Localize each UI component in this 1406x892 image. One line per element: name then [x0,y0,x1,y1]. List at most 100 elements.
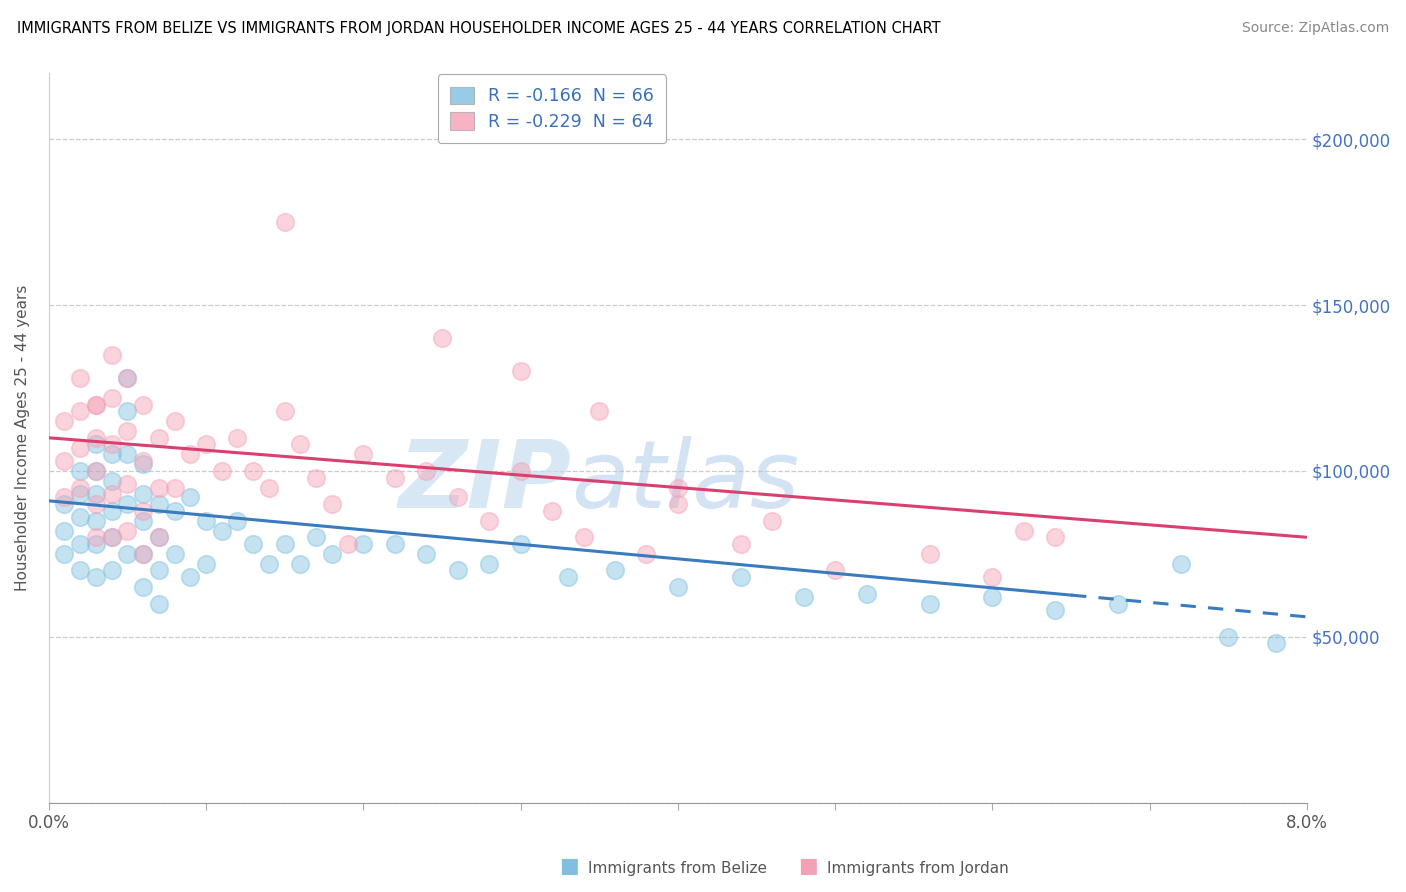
Point [117,477,139,491]
Text: Immigrants from Jordan: Immigrants from Jordan [827,861,1008,876]
Point [384,470,406,484]
Point [1012,524,1035,538]
Point [53,547,76,561]
Point [918,597,941,611]
Point [69,510,91,524]
Point [211,464,233,478]
Y-axis label: Householder Income Ages 25 - 44 years: Householder Income Ages 25 - 44 years [15,285,30,591]
Point [132,580,155,594]
Point [100,530,122,544]
Point [257,557,280,571]
Point [100,437,122,451]
Point [509,364,531,378]
Point [84,530,107,544]
Point [541,504,564,518]
Point [981,590,1004,604]
Point [666,580,689,594]
Point [132,487,155,501]
Point [69,371,91,385]
Point [53,454,76,468]
Point [1218,630,1240,644]
Point [132,504,155,518]
Point [352,447,374,461]
Point [53,497,76,511]
Point [981,570,1004,584]
Point [211,524,233,538]
Point [132,514,155,528]
Legend: R = -0.166  N = 66, R = -0.229  N = 64: R = -0.166 N = 66, R = -0.229 N = 64 [437,74,666,143]
Point [132,458,155,472]
Point [100,348,122,362]
Point [148,564,170,578]
Point [415,464,437,478]
Point [117,497,139,511]
Point [447,491,470,505]
Point [100,447,122,461]
Point [117,404,139,418]
Point [290,557,312,571]
Point [305,470,328,484]
Point [117,447,139,461]
Point [793,590,815,604]
Point [100,391,122,405]
Point [273,215,295,229]
Point [163,481,186,495]
Point [84,570,107,584]
Point [84,431,107,445]
Point [132,454,155,468]
Point [69,464,91,478]
Point [509,537,531,551]
Point [195,514,218,528]
Point [430,331,453,345]
Point [148,497,170,511]
Point [100,474,122,488]
Point [478,557,501,571]
Point [100,564,122,578]
Point [100,504,122,518]
Point [148,530,170,544]
Point [1107,597,1129,611]
Point [290,437,312,451]
Point [84,497,107,511]
Point [273,537,295,551]
Point [666,481,689,495]
Point [1045,603,1067,617]
Point [321,497,343,511]
Point [588,404,610,418]
Point [100,530,122,544]
Point [603,564,626,578]
Point [84,398,107,412]
Point [179,491,201,505]
Point [761,514,783,528]
Point [179,570,201,584]
Point [730,537,752,551]
Point [226,431,249,445]
Point [69,537,91,551]
Text: Immigrants from Belize: Immigrants from Belize [588,861,766,876]
Point [84,537,107,551]
Point [352,537,374,551]
Point [148,530,170,544]
Text: ■: ■ [560,856,579,876]
Point [117,524,139,538]
Point [257,481,280,495]
Point [148,431,170,445]
Point [824,564,846,578]
Point [84,514,107,528]
Point [148,481,170,495]
Point [84,464,107,478]
Point [636,547,658,561]
Point [384,537,406,551]
Point [69,481,91,495]
Point [117,371,139,385]
Text: IMMIGRANTS FROM BELIZE VS IMMIGRANTS FROM JORDAN HOUSEHOLDER INCOME AGES 25 - 44: IMMIGRANTS FROM BELIZE VS IMMIGRANTS FRO… [17,21,941,36]
Point [557,570,579,584]
Point [415,547,437,561]
Point [69,404,91,418]
Point [478,514,501,528]
Point [53,491,76,505]
Point [666,497,689,511]
Point [336,537,359,551]
Point [132,547,155,561]
Point [273,404,295,418]
